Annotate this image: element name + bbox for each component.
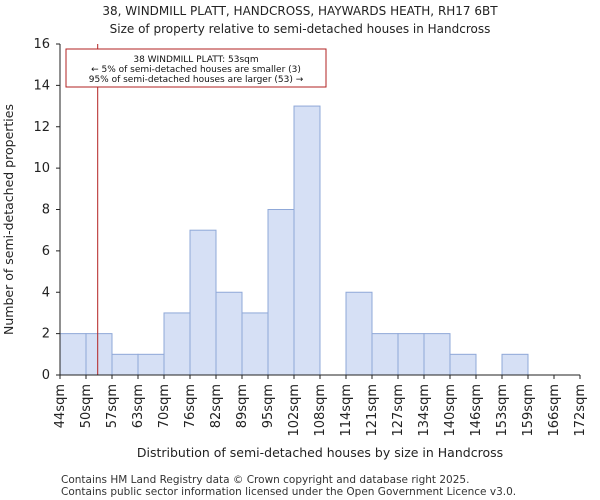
x-tick-label-95sqm: 95sqm	[261, 384, 276, 428]
bar-57sqm	[111, 353, 139, 376]
bar-153sqm	[501, 353, 529, 376]
y-axis-title: Number of semi-detached properties	[1, 104, 16, 335]
bar-95sqm	[267, 209, 295, 376]
annotation-box	[65, 48, 327, 88]
x-tick-label-50sqm: 50sqm	[79, 384, 94, 428]
bar-140sqm	[449, 353, 477, 376]
bar-76sqm	[189, 229, 217, 376]
y-tick-label-16: 16	[33, 37, 50, 52]
labels-group: 0 2 4 6 8 10 12 14 16 44sqm 50sqm 57sqm 63sqm 70sqm 76…	[1, 37, 588, 460]
x-tick-label-108sqm: 108sqm	[313, 384, 328, 437]
bar-89sqm	[241, 312, 269, 376]
bar-82sqm	[215, 291, 243, 376]
bars-group	[59, 105, 529, 376]
chart-title-line-2: Size of property relative to semi-detach…	[109, 22, 491, 36]
y-tick-label-10: 10	[33, 161, 50, 176]
x-tick-label-89sqm: 89sqm	[235, 384, 250, 428]
bar-134sqm	[423, 333, 451, 376]
bar-44sqm	[59, 333, 87, 376]
x-tick-label-82sqm: 82sqm	[209, 384, 224, 428]
bar-50sqm	[85, 333, 113, 376]
bar-70sqm	[163, 312, 191, 376]
x-tick-label-166sqm: 166sqm	[547, 384, 562, 437]
x-tick-label-153sqm: 153sqm	[495, 384, 510, 437]
marker-group: 38 WINDMILL PLATT: 53sqm← 5% of semi-det…	[65, 44, 327, 375]
x-tick-label-63sqm: 63sqm	[131, 384, 146, 428]
x-tick-label-114sqm: 114sqm	[339, 384, 354, 437]
bar-127sqm	[397, 333, 425, 376]
axes-group	[56, 43, 581, 379]
footer-line-1: Contains HM Land Registry data © Crown c…	[61, 474, 470, 486]
footer-line-2: Contains public sector information licen…	[61, 486, 517, 498]
x-tick-label-102sqm: 102sqm	[287, 384, 302, 437]
annotation-line-3: 95% of semi-detached houses are larger (…	[89, 75, 304, 85]
y-tick-label-0: 0	[42, 368, 50, 383]
bar-63sqm	[137, 353, 165, 376]
x-tick-label-134sqm: 134sqm	[417, 384, 432, 437]
bar-121sqm	[371, 333, 399, 376]
x-tick-label-70sqm: 70sqm	[157, 384, 172, 428]
x-tick-label-44sqm: 44sqm	[53, 384, 68, 428]
x-tick-label-121sqm: 121sqm	[365, 384, 380, 437]
x-tick-label-76sqm: 76sqm	[183, 384, 198, 428]
x-tick-label-127sqm: 127sqm	[391, 384, 406, 437]
bar-114sqm	[345, 291, 373, 376]
y-tick-label-4: 4	[42, 285, 50, 300]
x-tick-label-146sqm: 146sqm	[469, 384, 484, 437]
y-tick-label-8: 8	[42, 203, 50, 218]
y-tick-label-6: 6	[42, 244, 50, 259]
y-tick-label-14: 14	[33, 78, 50, 93]
x-tick-label-172sqm: 172sqm	[573, 384, 588, 437]
x-tick-label-57sqm: 57sqm	[105, 384, 120, 428]
x-tick-label-159sqm: 159sqm	[521, 384, 536, 437]
chart-title-line-1: 38, WINDMILL PLATT, HANDCROSS, HAYWARDS …	[102, 4, 498, 18]
annotation-line-1: 38 WINDMILL PLATT: 53sqm	[133, 55, 258, 65]
x-tick-label-140sqm: 140sqm	[443, 384, 458, 437]
x-axis-title: Distribution of semi-detached houses by …	[137, 445, 503, 460]
y-tick-label-2: 2	[42, 327, 50, 342]
bar-102sqm	[293, 105, 321, 376]
y-tick-label-12: 12	[33, 120, 50, 135]
annotation-line-2: ← 5% of semi-detached houses are smaller…	[91, 65, 301, 75]
